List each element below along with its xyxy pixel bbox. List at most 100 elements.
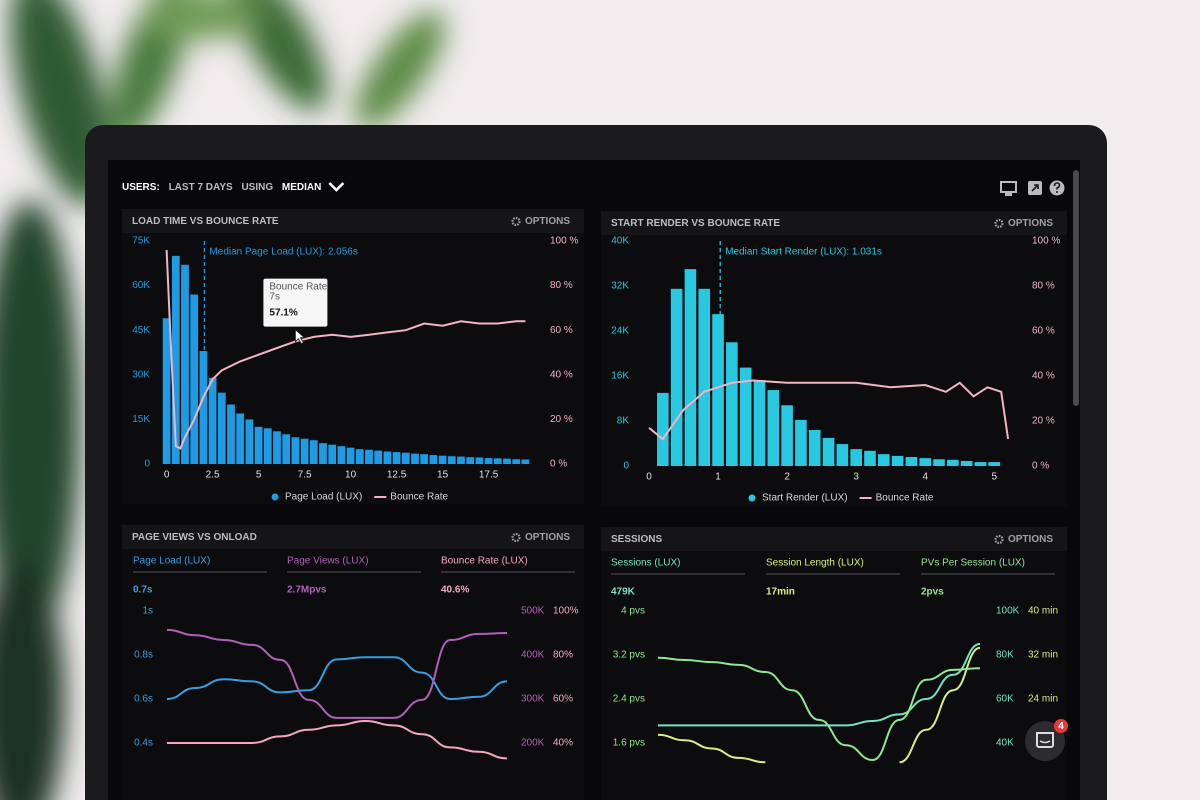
options-gear (511, 532, 521, 543)
histogram-bar (346, 447, 355, 464)
tooltip-value: 57.1% (269, 307, 297, 318)
y2-tick-label: 60 % (1032, 326, 1055, 337)
histogram-bar (337, 446, 346, 464)
x-tick-label: 5 (256, 470, 262, 481)
histogram-bar (217, 392, 226, 464)
chat-launcher[interactable]: 4 (1025, 719, 1068, 761)
histogram-bar (254, 426, 263, 464)
y2-tick-label: 0 % (550, 459, 567, 470)
histogram-bar (236, 413, 245, 464)
chat-icon-smile (1039, 740, 1051, 744)
histogram-bar (475, 457, 484, 464)
stat-value: 40.6% (441, 585, 469, 596)
y3-tick-label: 100% (553, 606, 579, 617)
stat-value: 2pvs (921, 587, 944, 598)
stat-value: 479K (611, 587, 636, 598)
y2-tick-label: 300K (521, 694, 545, 705)
options-button[interactable]: OPTIONS (525, 216, 570, 227)
y2-tick-label: 20 % (550, 414, 573, 425)
y3-tick-label: 40 min (1028, 606, 1058, 617)
series-line (648, 379, 1010, 441)
cursor (295, 328, 306, 345)
histogram-bar (309, 440, 318, 464)
panel-title: LOAD TIME VS BOUNCE RATE (132, 216, 279, 227)
histogram-bar (190, 294, 199, 464)
x-tick-label: 5 (992, 472, 998, 483)
stat-label: Sessions (LUX) (611, 558, 680, 569)
histogram-bar (429, 455, 438, 464)
dashboard-title[interactable]: USERS: LAST 7 DAYS USING MEDIAN (122, 182, 321, 193)
histogram-bar (162, 318, 171, 464)
y-tick-label: 16K (611, 371, 629, 382)
y2-tick-label: 100K (996, 606, 1020, 617)
share-icon[interactable] (1028, 181, 1042, 195)
panel-background (601, 527, 1067, 800)
histogram-bar (503, 458, 511, 464)
y-tick-label: 2.4 pvs (613, 694, 645, 705)
y-tick-label: 0.6s (134, 694, 153, 705)
options-gear (994, 534, 1004, 545)
panel-header (601, 211, 1067, 235)
legend-label: Page Load (LUX) (285, 492, 362, 503)
chart-panel: PAGE VIEWS VS ONLOAD OPTIONS 1s 0.8s 0.6s 0.4… (122, 525, 584, 800)
histogram-bar (684, 269, 697, 466)
stat-value: 0.7s (133, 585, 153, 596)
panel-title: SESSIONS (611, 534, 662, 545)
histogram-bar (411, 453, 419, 464)
y2-tick-label: 400K (521, 650, 545, 661)
y2-tick-label: 60 % (550, 325, 573, 336)
y2-tick-label: 60K (996, 694, 1014, 705)
y-tick-label: 32K (611, 281, 629, 292)
stat-label: Session Length (LUX) (766, 558, 864, 569)
options-button[interactable]: OPTIONS (525, 532, 570, 543)
tooltip-title: Bounce Rate (269, 281, 327, 292)
y-tick-label: 45K (132, 325, 150, 336)
chat-icon (1036, 732, 1054, 748)
histogram-bar (864, 450, 876, 466)
title-part: USING (241, 182, 273, 193)
chat-button[interactable] (1025, 721, 1065, 761)
panel-title: START RENDER VS BOUNCE RATE (611, 218, 780, 229)
y3-tick-label: 60% (553, 694, 573, 705)
histogram-bar (850, 449, 862, 466)
y3-tick-label: 32 min (1028, 650, 1058, 661)
histogram-bar (808, 430, 821, 466)
histogram-bar (726, 342, 738, 466)
options-button[interactable]: OPTIONS (1008, 534, 1053, 545)
histogram-bar (457, 456, 465, 464)
histogram-bar (753, 379, 766, 466)
y2-tick-label: 80 % (550, 280, 573, 291)
stat-label: PVs Per Session (LUX) (921, 558, 1025, 569)
y-tick-label: 0 (144, 459, 150, 470)
y2-tick-label: 100 % (550, 236, 578, 247)
scrollbar[interactable] (1073, 170, 1079, 406)
histogram-bar (670, 288, 683, 466)
series-line (657, 656, 981, 762)
monitor-icon[interactable] (1000, 181, 1017, 196)
histogram-bar (781, 405, 793, 466)
x-tick-label: 12.5 (387, 470, 407, 481)
dropdown-chevron[interactable] (328, 182, 345, 192)
y3-tick-label: 40% (553, 738, 573, 749)
x-tick-label: 4 (922, 472, 928, 483)
stat-label: Page Load (LUX) (133, 556, 210, 567)
histogram-bar (795, 419, 807, 466)
series-line (166, 628, 508, 719)
help-icon[interactable] (1049, 180, 1065, 196)
histogram-bar (447, 456, 456, 464)
histogram-bar (739, 367, 752, 466)
options-button[interactable]: OPTIONS (1008, 218, 1053, 229)
histogram-bar (974, 462, 987, 466)
histogram-bar (877, 454, 890, 466)
chart-panel: START RENDER VS BOUNCE RATE OPTIONS 0 8K 16K… (601, 211, 1067, 506)
histogram-bar (438, 455, 447, 464)
panel-header (122, 209, 584, 233)
y-tick-label: 0.8s (134, 650, 153, 661)
y-tick-label: 3.2 pvs (613, 650, 645, 661)
y-tick-label: 60K (132, 280, 150, 291)
y-tick-label: 4 pvs (621, 606, 645, 617)
histogram-bar (208, 377, 217, 464)
tooltip-box (263, 278, 328, 327)
